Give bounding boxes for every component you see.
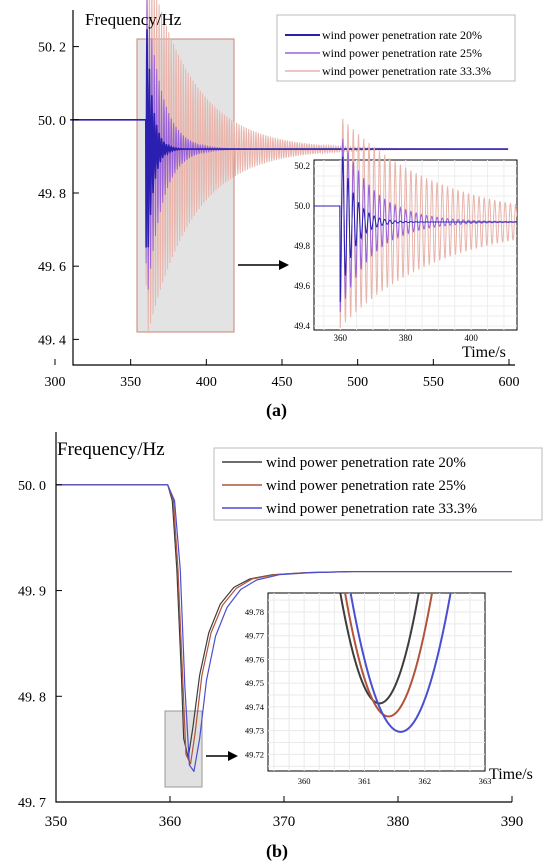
x-tick-label-a: 500 [347, 375, 368, 390]
y-axis-title-b: Frequency/Hz [57, 439, 165, 460]
inset-series-line-b-2 [349, 593, 452, 733]
inset-lines-b [339, 593, 452, 733]
inset-series-line-b-1 [344, 593, 434, 718]
inset-x-ticks-a: 360 380 400 [333, 333, 478, 343]
panel-a: 49. 4 49. 6 49. 8 50. 0 50. 2 300 350 400 450 50… [38, 0, 520, 421]
legend-a: wind power penetration rate 20% wind pow… [276, 14, 516, 82]
series-line-b-2 [56, 484, 512, 772]
x-tick-label-b: 350 [45, 814, 68, 830]
legend-label-333: wind power penetration rate 33.3% [322, 64, 491, 78]
x-tick-label-a: 550 [423, 375, 444, 390]
inset-y-tick-label-a: 49.4 [294, 321, 310, 331]
series-line-0 [70, 29, 509, 248]
inset-x-ticks-b: 360 361 362 363 [298, 776, 492, 786]
y-tick-label-a: 50. 0 [38, 114, 66, 129]
y-ticks-a: 49. 4 49. 6 49. 8 50. 0 50. 2 [38, 41, 79, 348]
x-tick-label-a: 600 [499, 375, 520, 390]
inset-series-line-b-0 [339, 593, 420, 705]
inset-y-tick-label-a: 49.8 [294, 241, 310, 251]
axes-frame-a [72, 10, 515, 366]
x-tick-label-b: 390 [501, 814, 524, 830]
legend-label-b-333: wind power penetration rate 33.3% [266, 501, 477, 517]
inset-series-line-2 [314, 118, 518, 329]
panel-label-b: (b) [266, 841, 288, 862]
inset-a: 49.4 49.6 49.8 50.0 50.2 360 380 400 Time/s [294, 118, 518, 361]
y-axis-title-a: Frequency/Hz [85, 10, 182, 29]
inset-series-line-0 [314, 156, 517, 303]
inset-y-tick-label-b: 49.77 [245, 631, 264, 641]
x-ticks-a: 300 350 400 450 500 550 600 [45, 359, 520, 390]
legend-label-b-25: wind power penetration rate 25% [266, 478, 466, 494]
y-ticks-b: 49. 7 49. 8 49. 9 50. 0 [18, 479, 62, 811]
legend-label-25: wind power penetration rate 25% [322, 46, 482, 60]
inset-y-tick-label-b: 49.73 [245, 726, 264, 736]
inset-x-tick-label-b: 360 [298, 776, 311, 786]
y-tick-label-b: 49. 7 [18, 796, 46, 811]
x-ticks-b: 350 360 370 380 390 [45, 796, 524, 830]
legend-b: wind power penetration rate 20% wind pow… [213, 447, 543, 521]
inset-xlabel-b: Time/s [489, 766, 533, 783]
inset-frame-b [267, 592, 486, 772]
legend-box-b [213, 447, 543, 521]
inset-y-tick-label-b: 49.78 [245, 607, 264, 617]
inset-y-tick-label-b: 49.74 [245, 702, 265, 712]
inset-x-tick-label-a: 360 [333, 333, 347, 343]
inset-xlabel-a: Time/s [462, 344, 506, 361]
y-tick-label-a: 50. 2 [38, 41, 66, 56]
inset-grid-b [268, 593, 485, 771]
panel-label-a: (a) [266, 400, 287, 421]
legend-label-b-20: wind power penetration rate 20% [266, 455, 466, 471]
x-tick-label-a: 450 [272, 375, 293, 390]
y-tick-label-b: 49. 9 [18, 585, 46, 600]
inset-x-tick-label-b: 362 [418, 776, 431, 786]
y-tick-label-a: 49. 8 [38, 187, 66, 202]
panel-b: 49. 7 49. 8 49. 9 50. 0 350 360 370 380 390 Fre… [18, 432, 543, 862]
inset-x-tick-label-a: 400 [464, 333, 478, 343]
x-tick-label-a: 400 [196, 375, 217, 390]
legend-box-a [276, 14, 516, 82]
y-tick-label-a: 49. 6 [38, 260, 66, 275]
x-tick-label-b: 380 [387, 814, 410, 830]
x-tick-label-a: 350 [120, 375, 141, 390]
inset-y-ticks-a: 49.4 49.6 49.8 50.0 50.2 [294, 161, 310, 331]
inset-y-tick-label-b: 49.75 [245, 678, 264, 688]
x-tick-label-b: 370 [273, 814, 296, 830]
series-lines-a [70, 0, 509, 333]
y-tick-label-b: 49. 8 [18, 690, 46, 705]
y-tick-label-b: 50. 0 [18, 479, 46, 494]
legend-label-20: wind power penetration rate 20% [322, 28, 482, 42]
inset-x-tick-label-b: 361 [358, 776, 371, 786]
inset-x-tick-label-a: 380 [399, 333, 413, 343]
zoom-arrow-a [238, 260, 289, 270]
inset-y-tick-label-a: 50.0 [294, 201, 310, 211]
inset-lines-a [314, 118, 518, 329]
series-lines-b [56, 484, 512, 772]
inset-x-tick-label-b: 363 [479, 776, 492, 786]
inset-y-tick-label-b: 49.72 [245, 749, 264, 759]
y-tick-label-a: 49. 4 [38, 333, 66, 348]
x-tick-label-a: 300 [45, 375, 66, 390]
inset-y-tick-label-a: 49.6 [294, 281, 310, 291]
inset-y-ticks-b: 49.72 49.73 49.74 49.75 49.76 49.77 49.78 [245, 607, 265, 759]
zoom-arrow-b [206, 751, 238, 761]
inset-y-tick-label-b: 49.76 [245, 654, 264, 664]
inset-y-tick-label-a: 50.2 [294, 161, 310, 171]
x-tick-label-b: 360 [159, 814, 182, 830]
